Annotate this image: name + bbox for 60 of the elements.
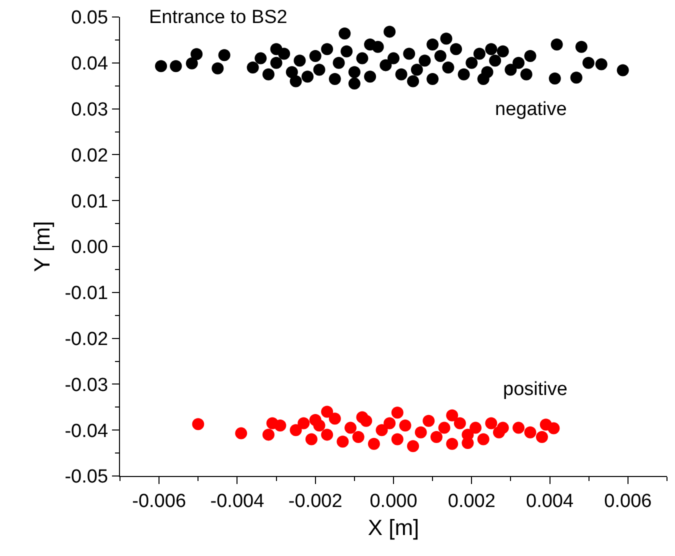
x-tick-label: 0.002 <box>448 490 496 512</box>
y-tick-label: -0.02 <box>64 328 108 350</box>
point <box>477 433 490 446</box>
point <box>422 414 435 427</box>
y-tick-label: 0.02 <box>71 145 108 166</box>
point <box>336 436 349 448</box>
y-tick-label: 0.03 <box>71 99 108 120</box>
y-tick-label: -0.03 <box>64 374 108 396</box>
point <box>446 409 458 422</box>
point <box>438 422 450 434</box>
point <box>305 433 318 446</box>
point <box>344 422 357 434</box>
point <box>262 428 274 441</box>
y-tick-label: 0.05 <box>71 8 108 29</box>
y-tick-label: 0.00 <box>71 237 108 258</box>
point <box>328 412 341 425</box>
point <box>376 424 388 436</box>
point <box>399 420 412 432</box>
y-tick-label: -0.05 <box>64 466 108 488</box>
point <box>368 438 380 450</box>
point <box>384 417 396 430</box>
y-tick-label: 0.01 <box>71 191 108 212</box>
y-tick-label: -0.04 <box>64 420 108 442</box>
y-tick-label: -0.01 <box>64 283 108 304</box>
x-tick-label: -0.004 <box>210 490 265 512</box>
point <box>407 440 420 452</box>
point <box>414 426 427 438</box>
x-tick-label: 0.000 <box>370 490 418 512</box>
point <box>352 430 364 443</box>
point <box>512 422 525 434</box>
series-label: negative <box>495 99 567 120</box>
point <box>496 422 509 434</box>
x-tick-label: 0.006 <box>604 490 652 512</box>
y-axis-title: Y [m] <box>30 221 55 272</box>
point <box>536 430 548 443</box>
point <box>454 417 466 430</box>
x-tick-label: -0.002 <box>288 490 342 512</box>
point <box>524 426 536 438</box>
point <box>446 438 458 450</box>
point <box>391 433 404 446</box>
point <box>298 417 310 430</box>
point <box>192 418 204 430</box>
point <box>309 414 322 426</box>
point <box>356 411 368 424</box>
series-label: positive <box>503 379 568 400</box>
point <box>485 417 498 430</box>
x-axis-title: X [m] <box>368 514 420 540</box>
point <box>235 427 248 440</box>
y-tick-label: 0.04 <box>71 54 108 75</box>
point <box>548 422 560 434</box>
point <box>321 406 334 418</box>
point <box>430 430 442 443</box>
point <box>470 422 482 434</box>
x-tick-label: 0.004 <box>526 490 574 512</box>
point <box>391 406 404 419</box>
point <box>290 424 302 436</box>
annotation: Entrance to BS2 <box>149 7 288 28</box>
point <box>321 428 334 441</box>
point <box>274 420 286 432</box>
x-tick-label: -0.006 <box>132 490 186 512</box>
